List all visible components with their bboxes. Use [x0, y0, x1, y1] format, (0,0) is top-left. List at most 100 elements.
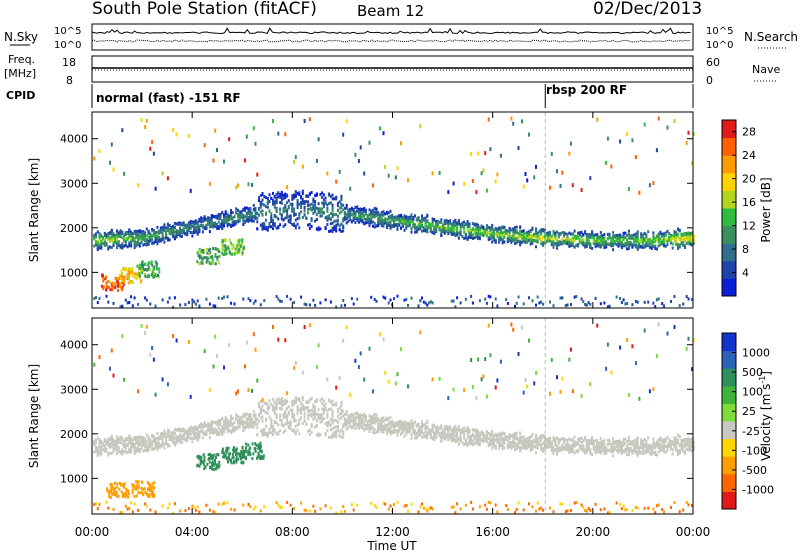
velocity-cell — [322, 411, 325, 415]
velocity-cell — [247, 388, 250, 393]
velocity-cell — [372, 426, 374, 430]
velocity-cell — [207, 427, 210, 431]
power-cell — [673, 231, 676, 235]
power-cell — [218, 261, 221, 265]
velocity-cell — [256, 426, 259, 430]
velocity-cell — [184, 437, 187, 441]
power-cell — [599, 245, 602, 249]
power-cell — [400, 226, 402, 230]
velocity-cell — [117, 449, 120, 453]
velocity-cell — [212, 430, 215, 434]
power-cell — [137, 302, 140, 306]
velocity-cell — [124, 504, 127, 508]
power-cell — [450, 299, 453, 303]
power-cell — [634, 299, 637, 303]
velocity-cell — [372, 418, 374, 422]
power-cell — [356, 209, 359, 213]
power-cell — [396, 225, 399, 229]
velocity-cell — [196, 438, 199, 442]
power-cell — [638, 190, 641, 195]
velocity-cell — [370, 419, 373, 423]
power-cell — [414, 214, 416, 218]
velocity-cell — [119, 450, 122, 454]
power-cell — [198, 224, 201, 228]
velocity-cell — [410, 426, 413, 430]
velocity-cell — [175, 441, 178, 445]
power-cell — [564, 232, 567, 236]
power-cell — [338, 169, 341, 174]
velocity-cell — [201, 424, 204, 428]
power-cell — [559, 296, 562, 300]
power-cell — [375, 207, 378, 211]
power-cell — [205, 226, 208, 230]
velocity-cell — [172, 334, 175, 338]
power-cell — [485, 224, 488, 228]
power-cell — [107, 300, 110, 304]
power-cell — [522, 236, 525, 239]
power-cell — [142, 267, 144, 270]
velocity-cell — [230, 422, 232, 426]
power-cell — [463, 182, 466, 186]
power-cell — [603, 241, 606, 245]
power-cell — [380, 217, 383, 221]
power-cell — [464, 223, 467, 226]
velocity-cell — [273, 411, 276, 415]
power-cell — [650, 239, 653, 243]
power-cell — [147, 239, 150, 243]
power-cell — [208, 252, 211, 256]
power-cell — [370, 210, 373, 214]
velocity-cell — [319, 398, 322, 402]
velocity-cell — [293, 428, 296, 432]
velocity-cell — [303, 415, 306, 419]
power-cell — [336, 214, 339, 218]
power-cell — [386, 221, 388, 225]
velocity-cell — [396, 433, 399, 437]
velocity-cell — [217, 426, 220, 430]
power-cell — [342, 229, 345, 233]
power-cell — [447, 227, 450, 231]
velocity-cell — [328, 435, 331, 439]
power-cell — [512, 230, 515, 234]
velocity-cell — [98, 502, 101, 506]
power-cell — [445, 219, 448, 222]
velocity-cell — [187, 435, 190, 439]
power-cell — [456, 221, 459, 225]
power-cell — [191, 234, 194, 238]
power-cell — [298, 191, 301, 195]
power-cell — [286, 209, 289, 213]
power-cell — [112, 301, 115, 305]
power-cell — [393, 215, 395, 219]
power-cell — [549, 236, 551, 240]
noise-panel: N.Sky 10^5 10^0 10^5 10^0 N.Search — [4, 23, 798, 51]
velocity-cell — [352, 508, 355, 512]
power-cell — [145, 238, 148, 242]
power-cell — [294, 155, 297, 160]
power-cell — [310, 218, 313, 222]
velocity-cell — [265, 411, 267, 415]
power-cell — [172, 235, 175, 239]
power-cell — [633, 243, 636, 247]
velocity-cell — [249, 416, 252, 419]
velocity-cell — [126, 443, 129, 447]
power-cell — [240, 214, 243, 218]
power-cell — [487, 236, 490, 240]
colorbar-tick-label: 16 — [742, 196, 756, 209]
velocity-cell — [280, 423, 283, 427]
power-cell — [98, 296, 101, 300]
power-cell — [321, 191, 324, 195]
power-cell — [570, 141, 572, 146]
power-cell — [352, 218, 355, 222]
power-cell — [140, 117, 143, 122]
power-cell — [124, 268, 127, 271]
power-cell — [165, 226, 168, 230]
power-cell — [237, 183, 239, 188]
power-cell — [561, 241, 564, 245]
power-cell — [308, 117, 311, 122]
power-cell — [135, 241, 138, 244]
power-cell — [419, 299, 422, 303]
power-cell — [221, 240, 224, 244]
power-cell — [570, 241, 572, 245]
velocity-cell — [356, 503, 359, 507]
velocity-cell — [398, 429, 401, 433]
power-cell — [684, 238, 686, 242]
